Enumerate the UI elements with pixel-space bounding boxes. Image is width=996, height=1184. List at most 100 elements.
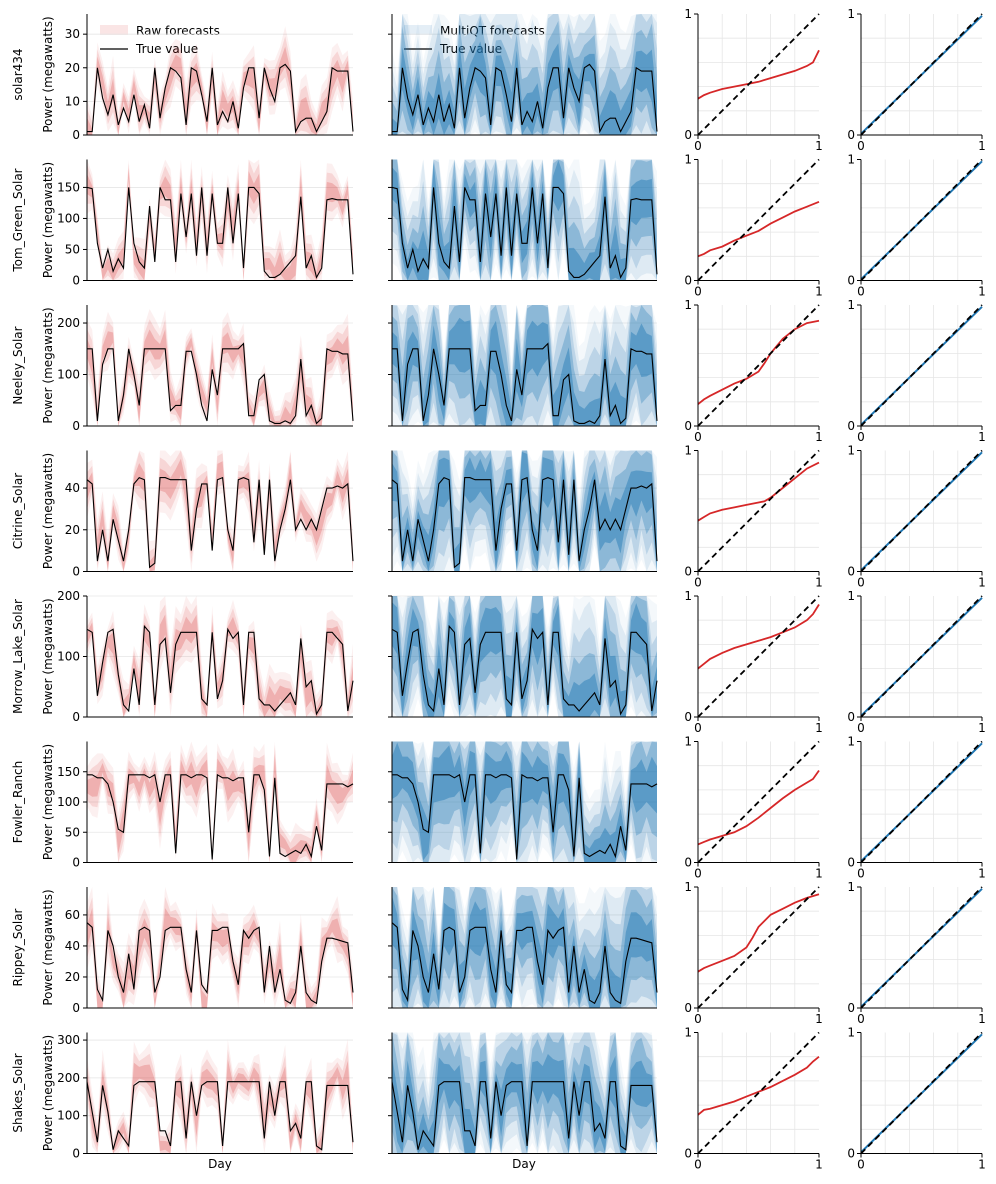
multiqt-quantile-band [392,741,657,863]
true-value-line [87,773,354,860]
multiqt-quantile-band [392,450,657,572]
y-tick-label: 0 [72,1147,80,1161]
ideal-diagonal [697,304,820,427]
raw-forecast-band [87,741,353,863]
y-tick-label: 1 [684,7,692,21]
multiqt-forecast-panel [388,595,658,718]
y-tick-label: 20 [65,523,80,537]
raw-calibration-curve [697,604,820,670]
y-tick-label: 20 [65,970,80,984]
multiqt-calibration-panel: 00 1 1 [847,7,985,153]
raw-forecast-panel: 0 20 40 [65,450,354,579]
x-tick-label: 1 [815,430,823,444]
x-tick-label: 0 [857,867,865,881]
multiqt-quantile-band [392,741,657,863]
raw-forecast-band [87,458,353,572]
x-tick-label: 0 [694,1012,702,1026]
y-tick-label: 1 [684,298,692,312]
x-tick-label: 1 [978,430,986,444]
ideal-diagonal [697,13,820,136]
y-tick-label: 20 [65,61,80,75]
ideal-diagonal [860,13,983,136]
y-tick-label: 60 [65,908,80,922]
raw-calibration-panel: 00 1 1 [684,298,822,444]
raw-forecast-band [87,450,353,572]
y-tick-label: 0 [684,419,692,433]
multiqt-calibration-panel: 00 1 1 [847,735,985,881]
raw-calibration-curve [697,461,820,522]
legend-multiqt-true-label: True value [439,42,502,56]
site-label: Shakes_Solar [11,1053,25,1132]
raw-calibration-panel: 00 1 1 [684,153,822,299]
x-tick-label: 0 [694,430,702,444]
multiqt-forecast-panel [388,450,658,572]
ideal-diagonal [697,886,820,1009]
y-axis-label: Power (megawatts) [41,307,55,423]
ideal-diagonal [860,1031,983,1155]
multiqt-quantile-band [392,1054,657,1154]
site-label: solar434 [11,48,25,100]
ideal-diagonal [860,740,983,864]
y-tick-label: 0 [684,128,692,142]
multiqt-quantile-band [392,741,657,863]
raw-calibration-curve [697,893,820,973]
y-tick-label: 0 [72,419,80,433]
true-value-line [86,922,354,1005]
multiqt-calibration-panel: 00 1 1 [847,444,985,590]
legend-true-label: True value [135,42,198,56]
y-tick-label: 0 [847,1001,855,1015]
xlabel-multiqt: Day [512,1157,536,1171]
y-tick-label: 1 [684,880,692,894]
y-tick-label: 0 [847,1147,855,1161]
y-tick-label: 1 [847,444,855,458]
subplot-row-Morrow_Lake_Solar: Morrow_Lake_Solar Power (megawatts)010020… [11,589,986,735]
ideal-diagonal [860,449,983,573]
legend-raw-label: Raw forecasts [136,24,220,38]
true-value-line [392,63,658,134]
site-label: Rippey_Solar [11,908,25,986]
raw-forecast-band [87,754,353,863]
y-tick-label: 100 [57,368,80,382]
x-tick-label: 0 [694,721,702,735]
multiqt-quantile-band [392,1032,657,1154]
multiqt-forecast-panel [388,1032,658,1154]
y-tick-label: 40 [65,939,80,953]
y-tick-label: 0 [72,856,80,870]
multiqt-quantile-band [392,14,657,135]
multiqt-calibration-panel: 00 1 1 [847,589,985,735]
true-value-line [391,476,658,569]
raw-forecast-panel: 0 50 100 150 [57,741,354,870]
x-tick-label: 0 [694,576,702,590]
raw-calibration-panel: 00 1 1 [684,735,822,881]
ideal-diagonal [860,886,983,1009]
multiqt-forecast-panel [388,159,658,281]
subplot-row-Fowler_Ranch: Fowler_Ranch Power (megawatts)05010015000… [11,735,986,881]
ideal-diagonal [860,304,983,427]
multiqt-quantile-band [392,451,657,572]
multiqt-quantile-band [392,450,657,572]
y-tick-label: 0 [847,710,855,724]
true-value-line [86,186,354,279]
y-tick-label: 50 [65,825,80,839]
y-tick-label: 0 [847,419,855,433]
y-tick-label: 1 [847,153,855,167]
subplot-row-Shakes_Solar: Shakes_Solar Power (megawatts)01002003000… [11,1026,986,1172]
raw-calibration-curve [697,1055,820,1116]
ideal-diagonal [697,740,820,864]
x-tick-label: 0 [857,430,865,444]
multiqt-quantile-band [392,305,657,426]
y-tick-label: 0 [847,128,855,142]
x-tick-label: 1 [978,576,986,590]
site-label: Tom_Green_Solar [11,168,25,272]
y-tick-label: 200 [57,316,80,330]
raw-forecast-panel: 0 100 200 [57,589,354,724]
x-tick-label: 0 [857,285,865,299]
raw-calibration-panel: 00 1 1 [684,880,822,1026]
y-tick-label: 0 [847,274,855,288]
raw-forecast-band [87,745,353,863]
subplot-row-Rippey_Solar: Rippey_Solar Power (megawatts)02040600011… [11,880,986,1026]
multiqt-calibration-panel: 00 1 1 [847,153,985,299]
multiqt-quantile-band [392,305,657,426]
y-tick-label: 0 [684,710,692,724]
